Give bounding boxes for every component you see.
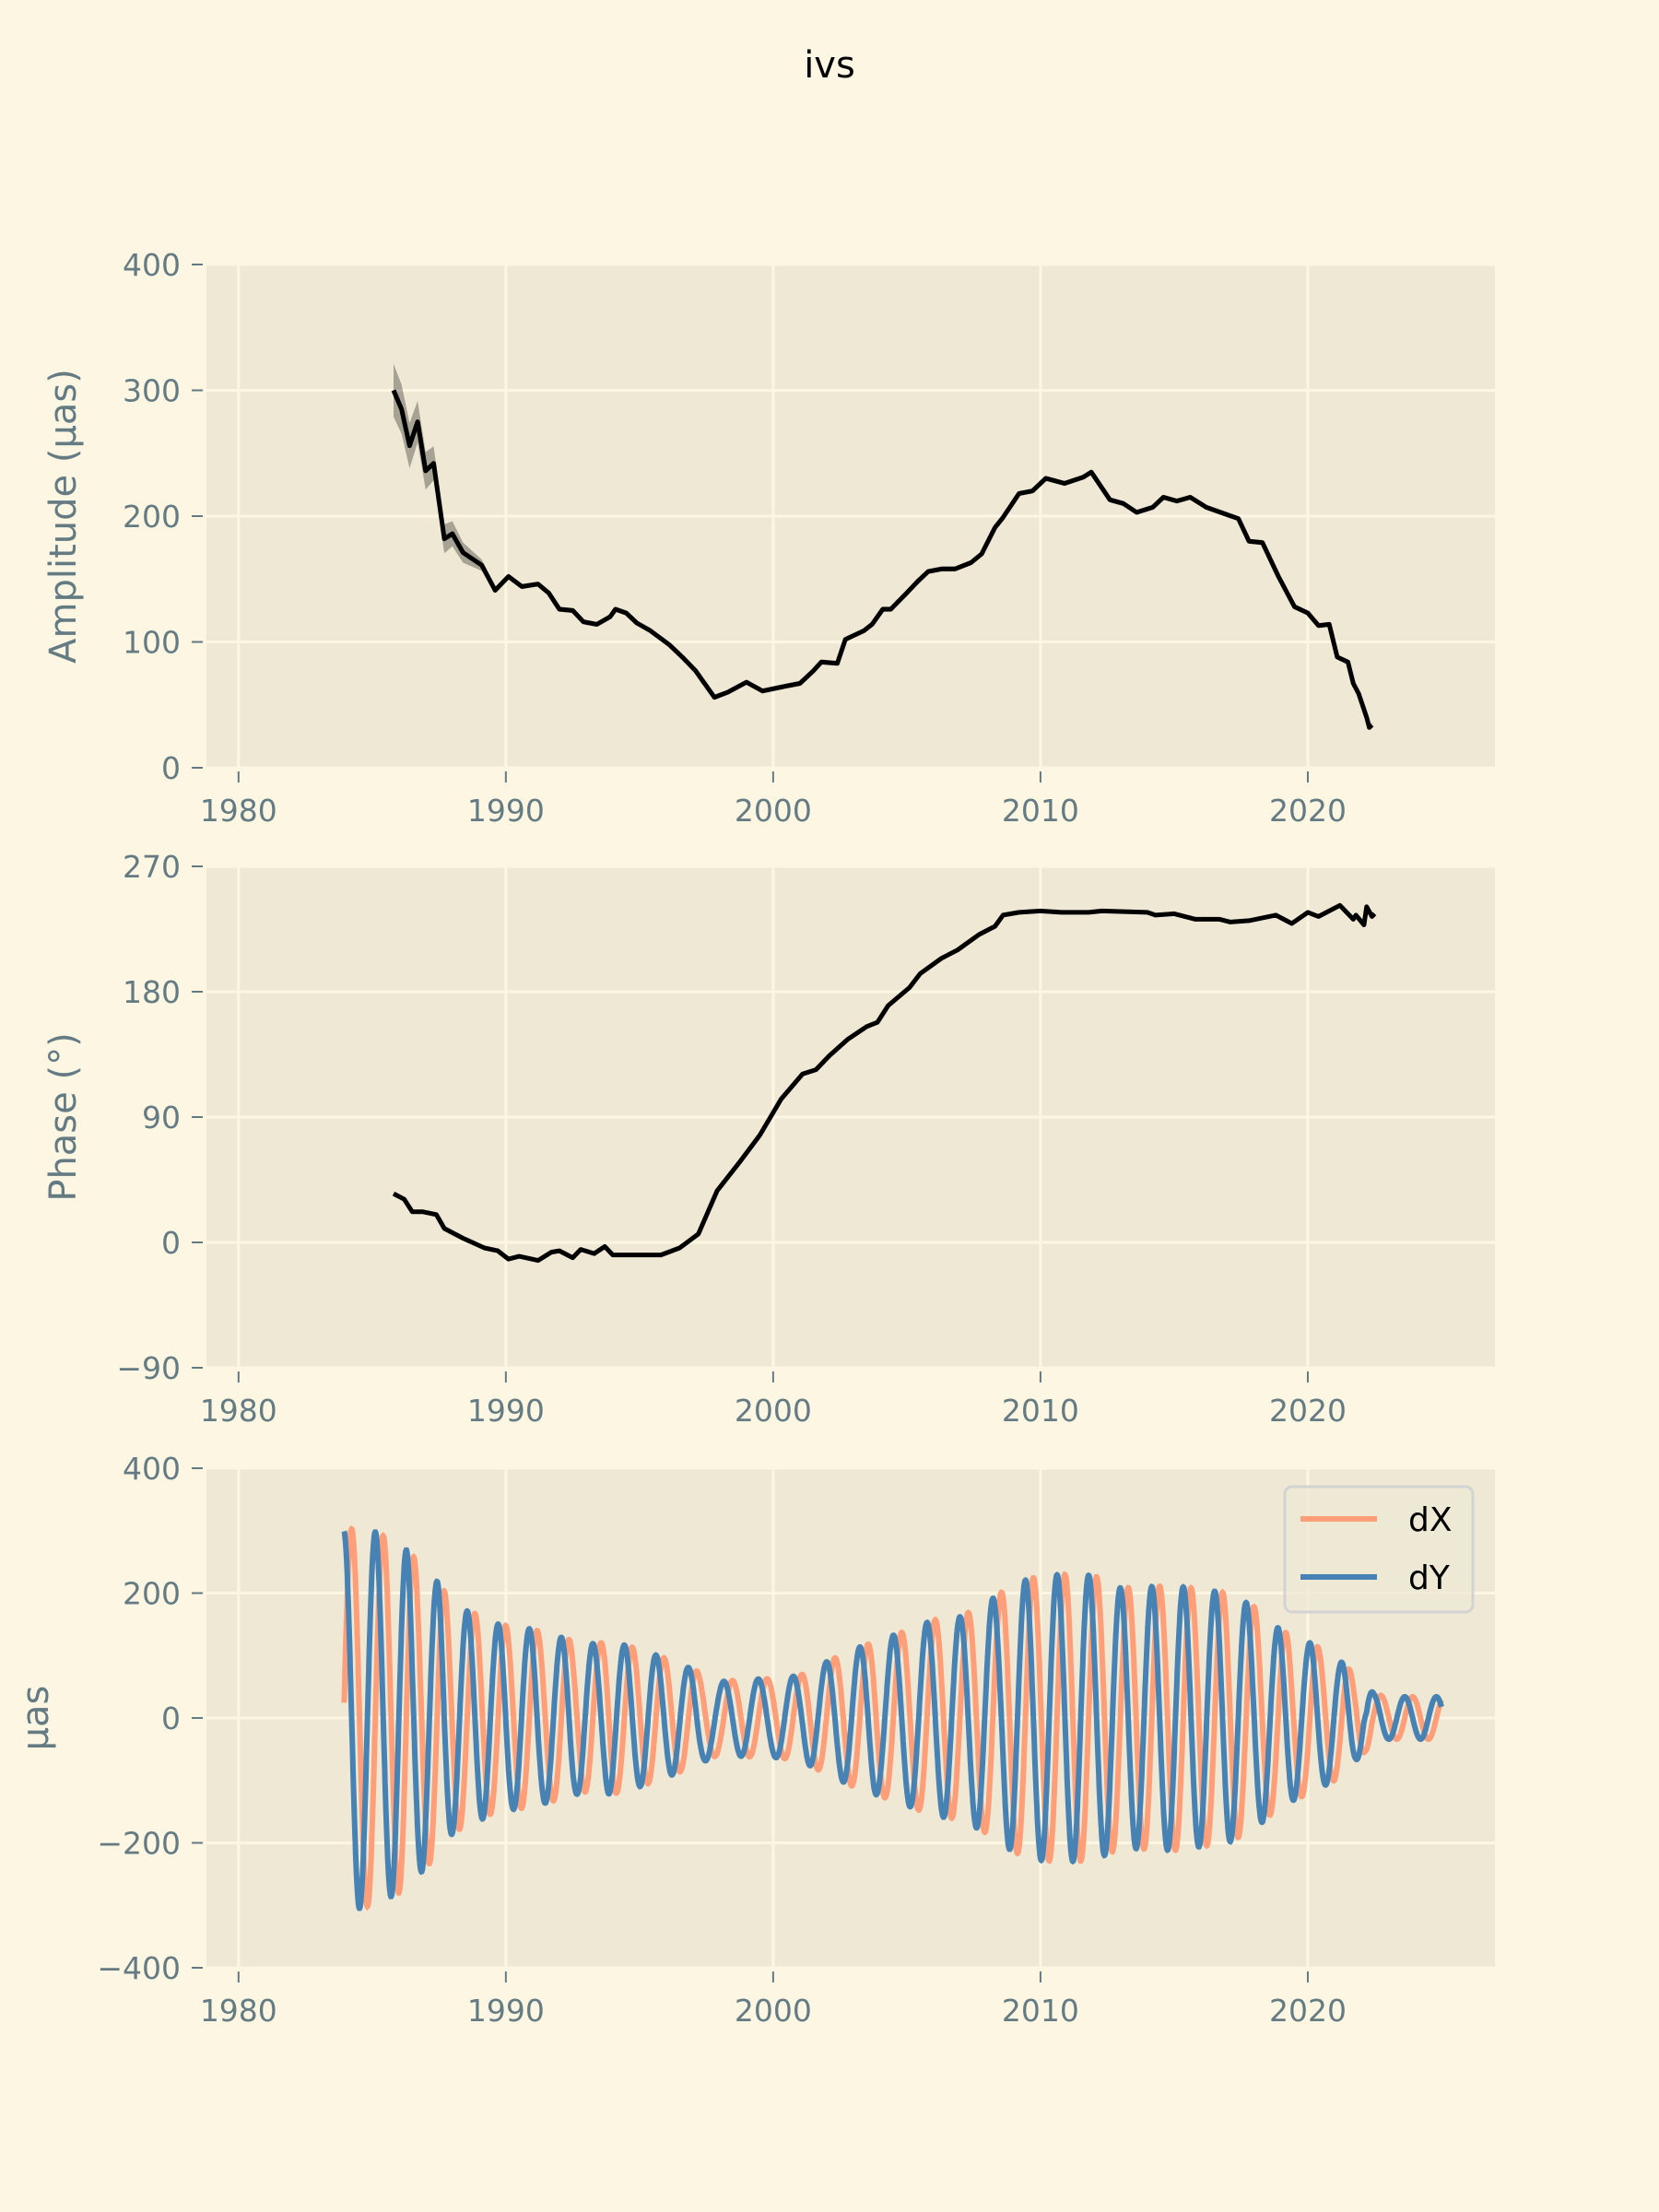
- x-tick-label: 2020: [1269, 1393, 1347, 1429]
- y-tick-label: −200: [97, 1826, 181, 1862]
- x-tick-label: 1980: [200, 793, 277, 829]
- x-tick-label: 2000: [735, 1993, 812, 2029]
- x-tick-label: 2020: [1269, 1993, 1347, 2029]
- y-axis-label: μas: [15, 1686, 57, 1751]
- x-tick-label: 2020: [1269, 793, 1347, 829]
- x-tick-label: 1990: [467, 1993, 545, 2029]
- x-tick-label: 2010: [1002, 1993, 1079, 2029]
- legend-label-dx: dX: [1408, 1501, 1453, 1539]
- y-tick-label: 200: [123, 1576, 181, 1612]
- signal-panel: 1980 1990 2000 2010 2020 −400 −200 0 200 400 μas dX…: [15, 1451, 1495, 2029]
- phase-panel: 1980 1990 2000 2010 2020 −90 0 90 180 270 Phase (°…: [42, 849, 1495, 1429]
- y-tick-label: 0: [161, 1700, 181, 1736]
- y-tick-label: 200: [123, 499, 181, 535]
- x-tick-label: 1980: [200, 1393, 277, 1429]
- y-tick-label: 0: [161, 1225, 181, 1261]
- figure-title: ivs: [804, 44, 855, 87]
- x-tick-label: 1980: [200, 1993, 277, 2029]
- y-tick-label: 0: [161, 750, 181, 786]
- y-axis-label: Amplitude (μas): [42, 369, 85, 664]
- y-tick-label: −90: [116, 1350, 181, 1386]
- amplitude-panel: 1980 1990 2000 2010 2020 0 100 200 300 400 Amplitu…: [42, 247, 1495, 829]
- legend-label-dy: dY: [1408, 1559, 1451, 1597]
- y-tick-label: 90: [142, 1100, 181, 1135]
- y-tick-label: 400: [123, 1451, 181, 1487]
- y-tick-label: 400: [123, 247, 181, 283]
- y-tick-label: 300: [123, 373, 181, 409]
- series-line-dx: [341, 1524, 1444, 1912]
- y-tick-label: 270: [123, 849, 181, 885]
- x-tick-label: 2010: [1002, 1393, 1079, 1429]
- series-line-phase: [392, 902, 1377, 1264]
- y-tick-label: −400: [97, 1950, 181, 1986]
- y-axis-label: Phase (°): [42, 1032, 85, 1201]
- series-line-amplitude: [391, 389, 1374, 730]
- x-tick-label: 2010: [1002, 793, 1079, 829]
- x-tick-label: 2000: [735, 1393, 812, 1429]
- x-tick-label: 1990: [467, 1393, 545, 1429]
- y-tick-label: 100: [123, 625, 181, 661]
- x-tick-label: 1990: [467, 793, 545, 829]
- legend: dX dY: [1283, 1485, 1475, 1614]
- x-tick-label: 2000: [735, 793, 812, 829]
- series-line-dy: [341, 1529, 1444, 1912]
- y-tick-label: 180: [123, 974, 181, 1010]
